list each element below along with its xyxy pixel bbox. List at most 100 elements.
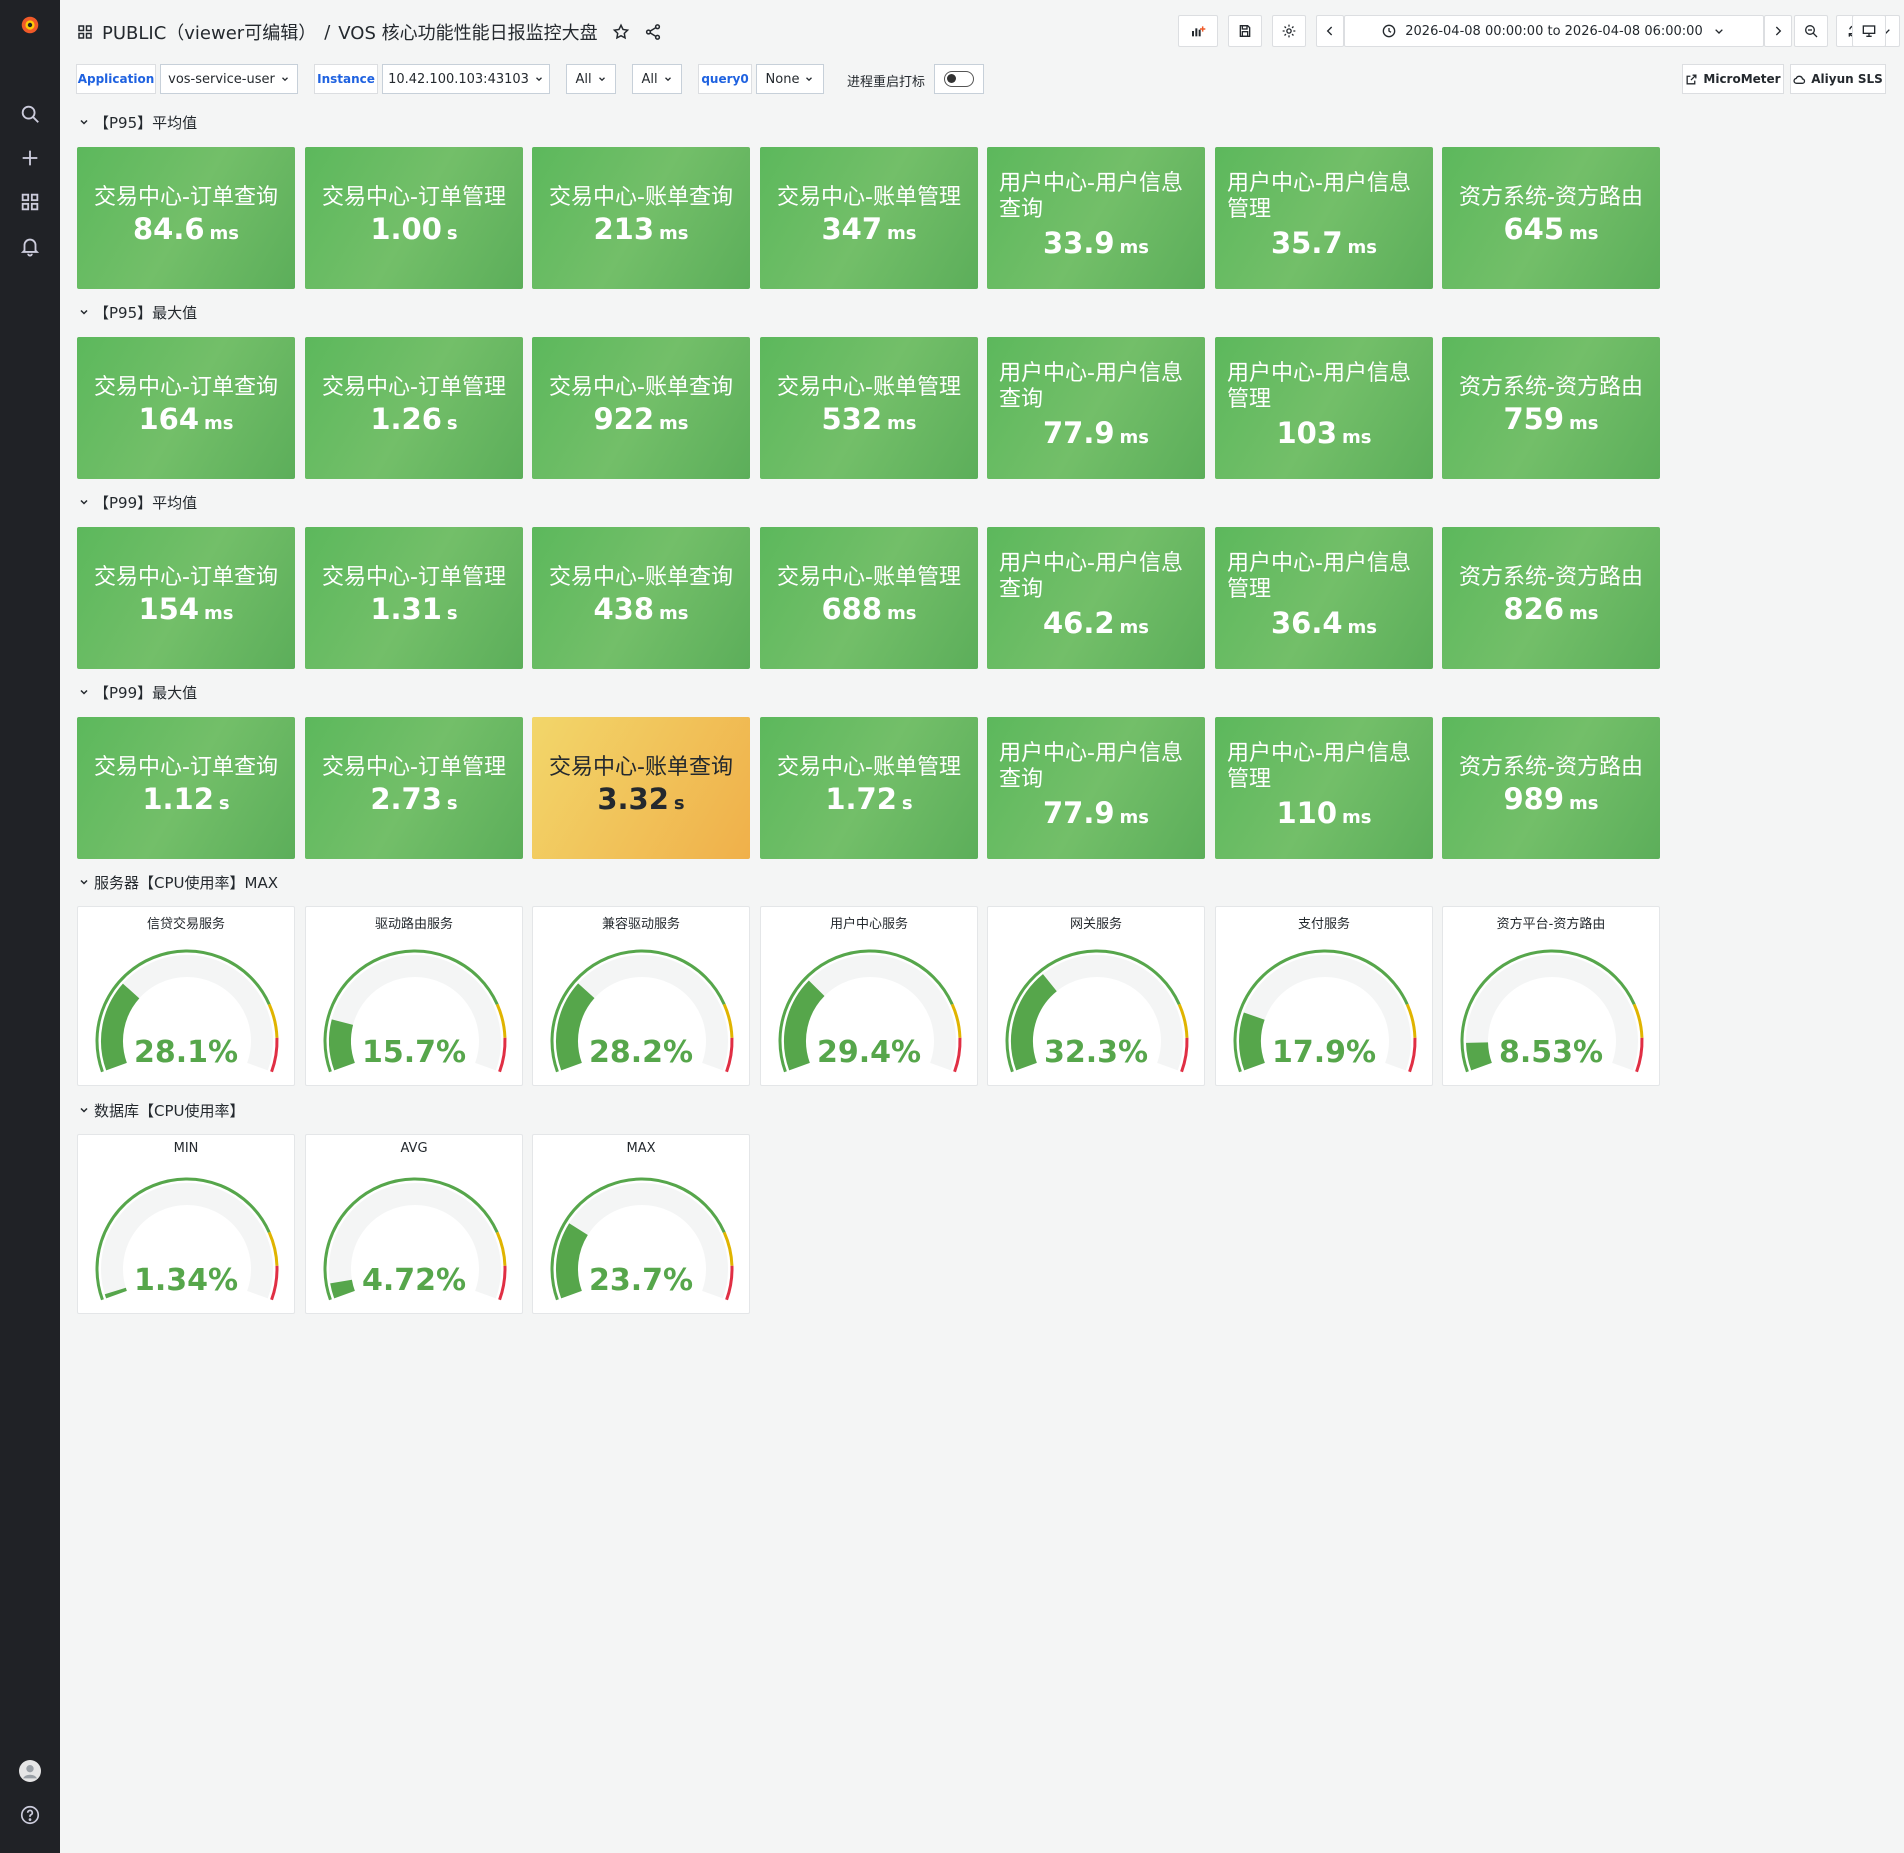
query0-variable-label: query0 (698, 64, 752, 94)
stat-panel[interactable]: 交易中心-账单管理 688 ms (760, 527, 978, 669)
stat-panel[interactable]: 交易中心-订单管理 1.00 s (305, 147, 523, 289)
row-header[interactable]: 服务器【CPU使用率】MAX (78, 870, 278, 894)
stat-panel[interactable]: 交易中心-账单查询 922 ms (532, 337, 750, 479)
gauge-panel[interactable]: 资方平台-资方路由 8.53% (1442, 906, 1660, 1086)
add-panel-icon (1192, 26, 1206, 37)
stat-panel[interactable]: 用户中心-用户信息管理 36.4 ms (1215, 527, 1433, 669)
micrometer-link[interactable]: MicroMeter (1682, 64, 1784, 94)
stat-panel[interactable]: 用户中心-用户信息查询 77.9 ms (987, 337, 1205, 479)
row-header[interactable]: 【P95】最大值 (78, 300, 197, 324)
stat-number: 688 (821, 591, 883, 626)
gauge-panel[interactable]: 用户中心服务 29.4% (760, 906, 978, 1086)
gauge-title: MIN (173, 1141, 199, 1156)
row-title: 数据库【CPU使用率】 (94, 1101, 245, 1120)
stat-panel[interactable]: 用户中心-用户信息查询 77.9 ms (987, 717, 1205, 859)
stat-number: 532 (821, 401, 883, 436)
gauge-track (101, 1183, 273, 1299)
zoom-out-button[interactable] (1794, 15, 1828, 47)
gauge-track (329, 1183, 501, 1299)
restart-mark-toggle[interactable] (934, 64, 984, 94)
stat-value: 438 ms (593, 591, 688, 632)
stat-panel[interactable]: 交易中心-订单查询 84.6 ms (77, 147, 295, 289)
stat-panel[interactable]: 用户中心-用户信息管理 110 ms (1215, 717, 1433, 859)
tv-mode-button[interactable] (1852, 15, 1886, 47)
gauge-panel[interactable]: AVG 4.72% (305, 1134, 523, 1314)
stat-panel[interactable]: 交易中心-订单查询 1.12 s (77, 717, 295, 859)
gauge-threshold-red (270, 1037, 279, 1073)
stat-panel[interactable]: 资方系统-资方路由 759 ms (1442, 337, 1660, 479)
filter-select-1[interactable]: All (566, 64, 616, 94)
chevron-down-icon (535, 77, 542, 82)
gauge-panel[interactable]: 信贷交易服务 28.1% (77, 906, 295, 1086)
row-header[interactable]: 【P95】平均值 (78, 110, 197, 134)
stat-panel[interactable]: 交易中心-订单查询 164 ms (77, 337, 295, 479)
stat-panel[interactable]: 交易中心-账单管理 532 ms (760, 337, 978, 479)
row-header[interactable]: 【P99】平均值 (78, 490, 197, 514)
gauge-panel[interactable]: 支付服务 17.9% (1215, 906, 1433, 1086)
gauge-threshold-red (498, 1265, 507, 1301)
stat-panel[interactable]: 资方系统-资方路由 989 ms (1442, 717, 1660, 859)
stat-panel-title: 交易中心-账单管理 (777, 374, 961, 400)
stat-panel[interactable]: 交易中心-账单管理 1.72 s (760, 717, 978, 859)
gauge-panel[interactable]: MIN 1.34% (77, 1134, 295, 1314)
stat-panel[interactable]: 用户中心-用户信息管理 35.7 ms (1215, 147, 1433, 289)
gauge-panel[interactable]: 驱动路由服务 15.7% (305, 906, 523, 1086)
help-circle-icon[interactable] (17, 1802, 43, 1828)
stat-panel[interactable]: 资方系统-资方路由 826 ms (1442, 527, 1660, 669)
query0-select[interactable]: None (756, 64, 824, 94)
dashboard-settings-button[interactable] (1272, 15, 1306, 47)
gauge-title: 网关服务 (1069, 917, 1122, 932)
stat-value: 1.72 s (825, 781, 912, 822)
dashboard-title[interactable]: VOS 核心功能性能日报监控大盘 (338, 23, 598, 44)
stat-panel[interactable]: 交易中心-订单管理 2.73 s (305, 717, 523, 859)
application-value: vos-service-user (168, 71, 275, 87)
add-panel-button[interactable] (1178, 15, 1218, 47)
bell-icon[interactable] (17, 233, 43, 259)
search-icon[interactable] (17, 101, 43, 127)
gauge-panel[interactable]: MAX 23.7% (532, 1134, 750, 1314)
avatar-icon[interactable] (17, 1758, 43, 1784)
gauge-panel[interactable]: 兼容驱动服务 28.2% (532, 906, 750, 1086)
stat-panel[interactable]: 交易中心-账单查询 3.32 s (532, 717, 750, 859)
stat-panel[interactable]: 交易中心-账单管理 347 ms (760, 147, 978, 289)
share-icon[interactable] (644, 23, 662, 41)
gauge-threshold-yellow (722, 1231, 734, 1266)
gauge-panel[interactable]: 网关服务 32.3% (987, 906, 1205, 1086)
stat-panel[interactable]: 用户中心-用户信息查询 33.9 ms (987, 147, 1205, 289)
breadcrumb-separator: / (324, 21, 331, 43)
stat-panel[interactable]: 交易中心-订单管理 1.26 s (305, 337, 523, 479)
stat-panel[interactable]: 用户中心-用户信息查询 46.2 ms (987, 527, 1205, 669)
time-shift-forward-button[interactable] (1764, 15, 1792, 47)
grafana-logo-icon[interactable] (17, 12, 43, 38)
stat-unit: ms (1342, 426, 1372, 448)
application-select[interactable]: vos-service-user (160, 64, 298, 94)
time-shift-back-button[interactable] (1316, 15, 1344, 47)
breadcrumb-folder[interactable]: PUBLIC（viewer可编辑） (102, 23, 317, 44)
row-header[interactable]: 数据库【CPU使用率】 (78, 1098, 245, 1122)
save-dashboard-button[interactable] (1228, 15, 1262, 47)
aliyun-sls-link[interactable]: Aliyun SLS (1790, 64, 1886, 94)
stat-panel[interactable]: 资方系统-资方路由 645 ms (1442, 147, 1660, 289)
chevron-down-icon (80, 309, 88, 315)
stat-panel[interactable]: 交易中心-账单查询 438 ms (532, 527, 750, 669)
apps-grid-icon[interactable] (17, 189, 43, 215)
gauge-threshold-red (270, 1265, 279, 1301)
row-header[interactable]: 【P99】最大值 (78, 680, 197, 704)
filter-select-2[interactable]: All (632, 64, 682, 94)
instance-select[interactable]: 10.42.100.103:43103 (382, 64, 550, 94)
stat-number: 347 (821, 211, 883, 246)
stat-panel-title: 用户中心-用户信息管理 (1227, 740, 1411, 792)
cloud-icon (1793, 75, 1806, 84)
stat-panel[interactable]: 用户中心-用户信息管理 103 ms (1215, 337, 1433, 479)
stat-number: 154 (138, 591, 200, 626)
stat-number: 33.9 (1042, 225, 1115, 260)
star-icon[interactable] (612, 23, 630, 41)
chevron-down-icon (80, 119, 88, 125)
stat-panel[interactable]: 交易中心-账单查询 213 ms (532, 147, 750, 289)
stat-panel[interactable]: 交易中心-订单管理 1.31 s (305, 527, 523, 669)
time-range-picker[interactable]: 2026-04-08 00:00:00 to 2026-04-08 06:00:… (1344, 15, 1764, 47)
stat-number: 1.72 (825, 781, 897, 816)
stat-value: 1.00 s (370, 211, 457, 252)
stat-panel[interactable]: 交易中心-订单查询 154 ms (77, 527, 295, 669)
plus-icon[interactable] (17, 145, 43, 171)
